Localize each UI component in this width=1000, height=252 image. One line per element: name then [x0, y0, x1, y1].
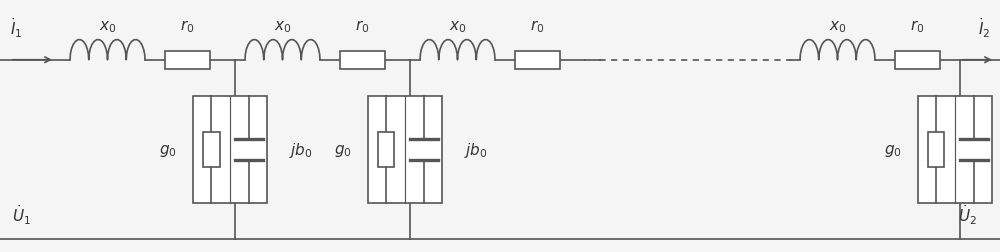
Text: $\dot{I}_1$: $\dot{I}_1$: [10, 16, 22, 40]
Text: $x_0$: $x_0$: [449, 20, 466, 35]
Text: $r_0$: $r_0$: [180, 19, 195, 35]
Text: $x_0$: $x_0$: [99, 20, 116, 35]
Text: $jb_0$: $jb_0$: [464, 140, 488, 160]
Text: $\dot{I}_2$: $\dot{I}_2$: [978, 16, 990, 40]
Bar: [918, 97, 992, 203]
Text: $jb_0$: $jb_0$: [289, 140, 313, 160]
Text: $g_0$: $g_0$: [159, 142, 177, 158]
Bar: [193, 97, 267, 203]
Bar: [895, 52, 940, 69]
Text: $\dot{U}_2$: $\dot{U}_2$: [958, 202, 977, 226]
Text: $r_0$: $r_0$: [355, 19, 370, 35]
Text: $x_0$: $x_0$: [274, 20, 291, 35]
Text: $x_0$: $x_0$: [829, 20, 846, 35]
Text: $g_0$: $g_0$: [334, 142, 352, 158]
Text: $r_0$: $r_0$: [530, 19, 545, 35]
Bar: [204, 132, 220, 168]
Bar: [368, 97, 442, 203]
Text: $g_0$: $g_0$: [884, 142, 902, 158]
Text: $r_0$: $r_0$: [910, 19, 925, 35]
Bar: [340, 52, 385, 69]
Bar: [928, 132, 944, 168]
Bar: [165, 52, 210, 69]
Bar: [515, 52, 560, 69]
Text: $\dot{U}_1$: $\dot{U}_1$: [12, 202, 31, 226]
Bar: [378, 132, 394, 168]
